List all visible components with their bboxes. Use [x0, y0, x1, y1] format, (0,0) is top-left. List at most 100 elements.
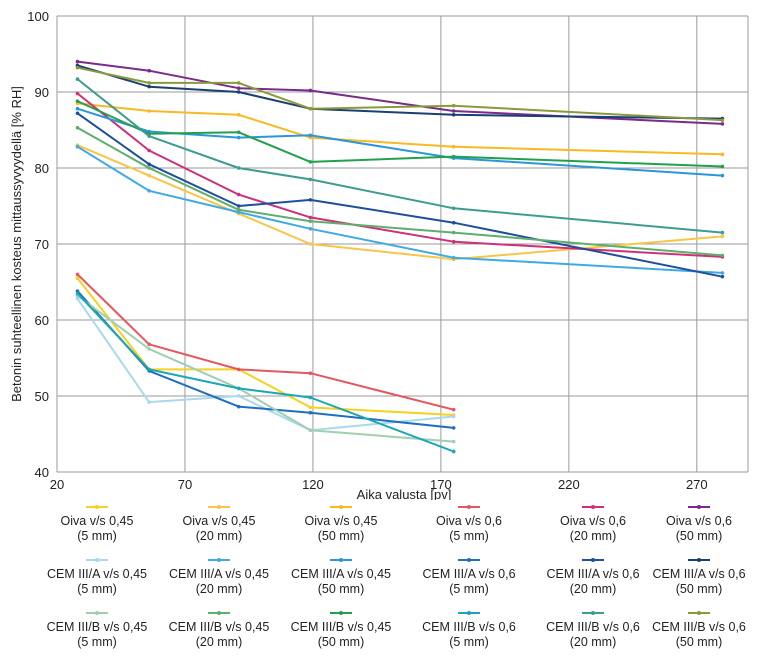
data-point	[451, 426, 456, 430]
series-line	[77, 100, 723, 168]
data-point	[147, 189, 151, 193]
legend-item: CEM III/A v/s 0,6 (20 mm)	[528, 558, 658, 597]
series-line	[76, 78, 723, 234]
data-point	[451, 230, 456, 235]
data-point	[75, 99, 80, 103]
data-point	[451, 154, 456, 159]
legend-item: CEM III/B v/s 0,45 (5 mm)	[32, 611, 162, 650]
data-point	[720, 230, 725, 235]
data-point	[308, 160, 313, 164]
data-point	[147, 162, 151, 166]
data-point	[75, 125, 80, 130]
legend-swatch	[582, 611, 604, 615]
series-17	[75, 77, 725, 235]
legend-label: CEM III/B v/s 0,6	[546, 620, 640, 634]
data-point	[720, 253, 725, 258]
y-tick-label: 90	[35, 85, 49, 100]
legend-item: Oiva v/s 0,6 (50 mm)	[634, 505, 764, 544]
legend-label: (20 mm)	[195, 582, 243, 596]
legend-swatch	[330, 611, 352, 615]
series-6	[75, 59, 725, 126]
data-point	[720, 164, 725, 169]
legend-label: (5 mm)	[449, 635, 489, 649]
series-line	[76, 92, 723, 258]
legend-item: CEM III/B v/s 0,6 (20 mm)	[528, 611, 658, 650]
legend-item: CEM III/B v/s 0,6 (50 mm)	[634, 611, 764, 650]
data-point	[451, 220, 456, 225]
data-point	[147, 148, 151, 153]
data-point	[75, 59, 80, 64]
data-point	[147, 173, 151, 178]
data-point	[147, 134, 151, 138]
data-point	[236, 404, 241, 409]
x-tick-label: 70	[178, 477, 192, 492]
data-point	[308, 405, 313, 410]
y-tick-label: 40	[35, 465, 49, 480]
x-tick-label: 120	[302, 477, 324, 492]
data-point	[75, 296, 80, 301]
data-point	[720, 173, 725, 178]
data-point	[308, 395, 313, 400]
legend-label: (50 mm)	[675, 529, 723, 543]
legend-swatch	[458, 558, 480, 562]
series-18	[75, 65, 725, 122]
y-tick-label: 60	[35, 313, 49, 328]
series-line	[77, 144, 723, 261]
legend-swatch	[86, 505, 108, 509]
legend-swatch	[86, 558, 108, 562]
data-point	[451, 239, 456, 244]
series-group	[75, 59, 725, 454]
legend-label: CEM III/A v/s 0,6	[546, 567, 640, 581]
legend-label: (5 mm)	[77, 635, 117, 649]
x-tick-label: 270	[686, 477, 708, 492]
legend-label: (50 mm)	[675, 635, 723, 649]
data-point	[147, 109, 151, 113]
data-point	[147, 400, 151, 404]
series-line	[77, 60, 723, 125]
data-point	[308, 198, 313, 202]
legend-item: Oiva v/s 0,45 (50 mm)	[276, 505, 406, 544]
legend-label: (5 mm)	[449, 582, 489, 596]
data-point	[147, 81, 151, 85]
data-point	[75, 77, 80, 81]
legend-label: CEM III/A v/s 0,45	[46, 567, 148, 581]
y-tick-label: 50	[35, 389, 49, 404]
legend-label: (5 mm)	[77, 582, 117, 596]
legend-swatch	[330, 505, 352, 509]
chart: 40 50 60 70 80 90 100 20 70 120 170 220 270 Aika va…	[9, 9, 749, 500]
y-tick-label: 70	[35, 237, 49, 252]
data-point	[308, 371, 313, 376]
legend-swatch	[208, 558, 230, 562]
series-5	[75, 91, 725, 259]
data-point	[720, 118, 725, 122]
data-point	[236, 86, 241, 90]
data-point	[451, 255, 456, 260]
legend-label: (20 mm)	[195, 635, 243, 649]
data-point	[308, 133, 313, 138]
data-point	[451, 206, 456, 211]
x-axis-ticks: 20 70 120 170 220 270	[50, 477, 708, 492]
legend-item: CEM III/A v/s 0,45 (20 mm)	[154, 558, 284, 597]
series-line	[77, 126, 723, 257]
legend-label: (20 mm)	[569, 582, 617, 596]
data-point	[236, 90, 241, 94]
data-point	[451, 449, 456, 454]
series-4	[75, 272, 456, 412]
legend-label: (5 mm)	[449, 529, 489, 543]
y-tick-label: 100	[27, 9, 49, 24]
data-point	[720, 234, 725, 239]
data-point	[75, 272, 80, 277]
data-point	[720, 152, 725, 157]
data-point	[308, 177, 313, 182]
legend-label: CEM III/A v/s 0,6	[652, 567, 746, 581]
legend-swatch	[330, 558, 352, 562]
legend-swatch	[208, 505, 230, 509]
data-point	[720, 274, 725, 279]
legend-label: (20 mm)	[569, 529, 617, 543]
legend-label: CEM III/A v/s 0,45	[290, 567, 392, 581]
data-point	[451, 407, 456, 412]
series-16	[75, 291, 456, 454]
data-point	[308, 410, 313, 415]
legend-swatch	[688, 505, 710, 509]
series-line	[76, 292, 455, 453]
